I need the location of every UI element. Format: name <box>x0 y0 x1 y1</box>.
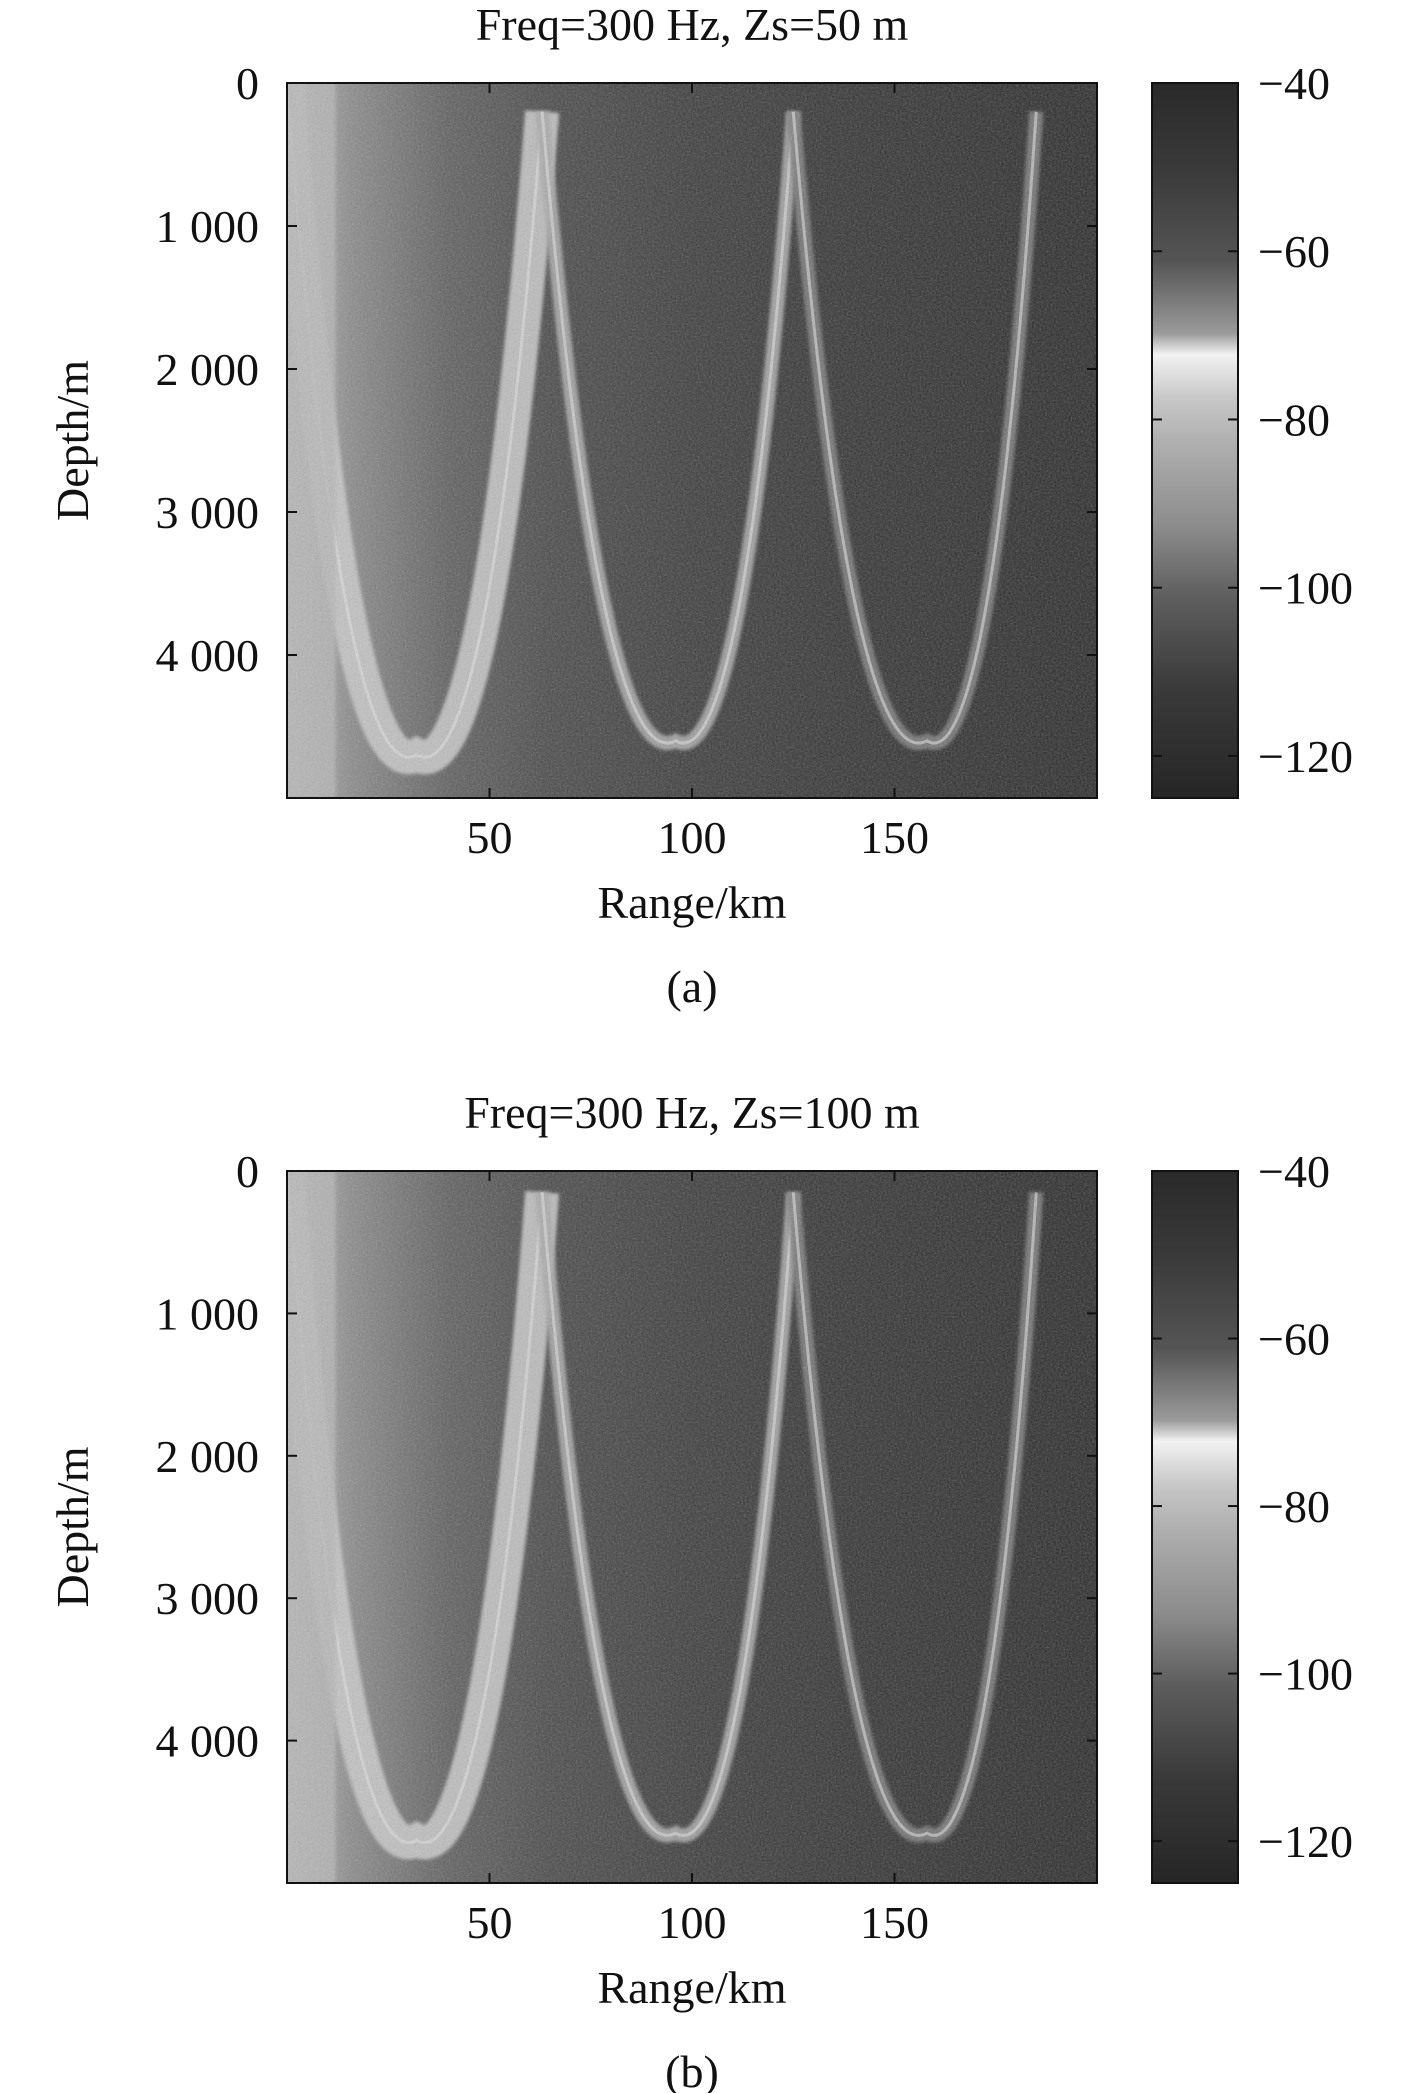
colorbar-tick-label: −100 <box>1258 1649 1353 1700</box>
colorbar-tick-label: −40 <box>1258 1146 1330 1197</box>
y-tick-label: 1 000 <box>156 1288 260 1339</box>
panel-a: Freq=300 Hz, Zs=50 m 50 100 150 Range/km 0 1 0… <box>47 0 1353 1012</box>
y-axis-label: Depth/m <box>47 1446 98 1607</box>
x-axis-label: Range/km <box>597 1962 786 2013</box>
y-tick-label: 3 000 <box>156 1573 260 1624</box>
x-tick-label: 150 <box>860 812 929 863</box>
colorbar-tick-label: −60 <box>1258 226 1330 277</box>
y-tick-label: 2 000 <box>156 344 260 395</box>
x-tick-label: 150 <box>860 1897 929 1948</box>
colorbar <box>1151 1170 1239 1884</box>
x-tick-label: 50 <box>467 1897 513 1948</box>
y-tick-label: 2 000 <box>156 1431 260 1482</box>
colorbar <box>1151 82 1239 799</box>
colorbar-tick-label: −120 <box>1258 1816 1353 1867</box>
colorbar-tick-label: −40 <box>1258 58 1330 109</box>
colorbar-tick-label: −60 <box>1258 1314 1330 1365</box>
panel-caption: (b) <box>665 2046 719 2093</box>
x-tick-label: 50 <box>467 812 513 863</box>
colorbar-tick-label: −80 <box>1258 394 1330 445</box>
y-tick-label: 4 000 <box>156 1716 260 1767</box>
colorbar-tick-label: −100 <box>1258 563 1353 614</box>
speckle-overlay <box>287 83 1097 798</box>
x-tick-label: 100 <box>658 812 727 863</box>
y-tick-label: 4 000 <box>156 630 260 681</box>
heatmap-field <box>287 83 1097 798</box>
y-tick-label: 0 <box>236 58 259 109</box>
y-axis-label: Depth/m <box>47 360 98 521</box>
panel-b: Freq=300 Hz, Zs=100 m 50 100 150 Range/km 0 1 … <box>47 1087 1353 2093</box>
panel-caption: (a) <box>666 961 717 1012</box>
y-tick-label: 3 000 <box>156 487 260 538</box>
chart-title: Freq=300 Hz, Zs=100 m <box>464 1087 920 1138</box>
x-tick-label: 100 <box>658 1897 727 1948</box>
speckle-overlay <box>287 1171 1097 1883</box>
y-tick-label: 1 000 <box>156 201 260 252</box>
chart-title: Freq=300 Hz, Zs=50 m <box>476 0 909 50</box>
heatmap-field <box>287 1171 1097 1883</box>
colorbar-tick-label: −120 <box>1258 731 1353 782</box>
y-tick-label: 0 <box>236 1146 259 1197</box>
x-axis-label: Range/km <box>597 877 786 928</box>
colorbar-tick-label: −80 <box>1258 1481 1330 1532</box>
